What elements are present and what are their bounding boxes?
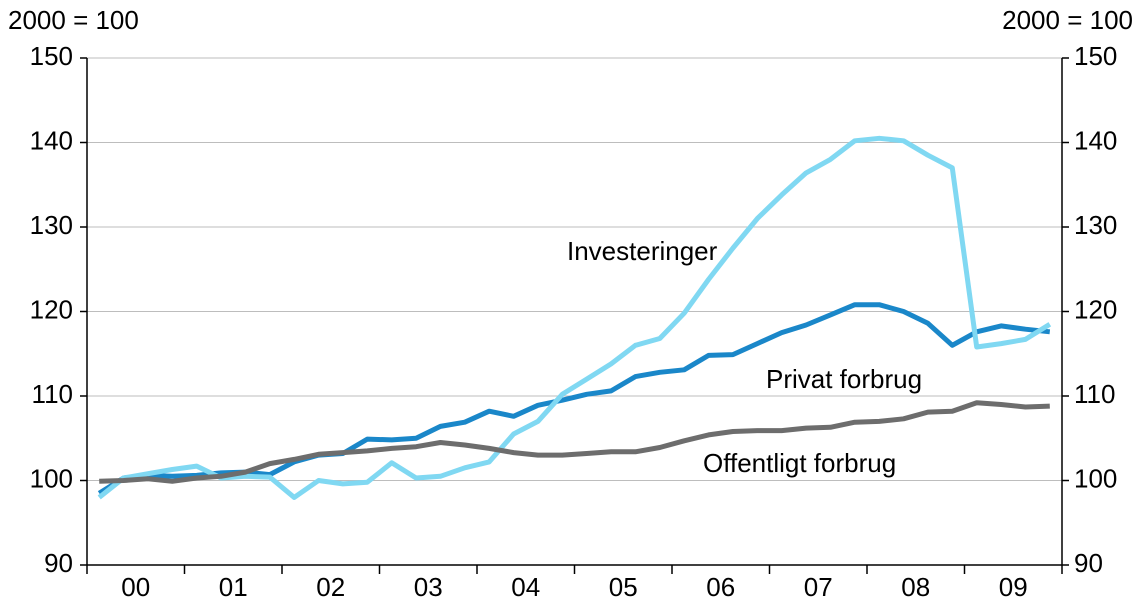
y-tick-label: 120 bbox=[30, 294, 73, 324]
y2-tick-label: 100 bbox=[1074, 463, 1117, 493]
x-tick-label: 02 bbox=[316, 572, 345, 602]
y2-axis-label: 2000 = 100 bbox=[1002, 5, 1133, 35]
x-tick-label: 08 bbox=[901, 572, 930, 602]
y-tick-label: 90 bbox=[44, 548, 73, 578]
y2-tick-label: 90 bbox=[1074, 548, 1103, 578]
y2-tick-label: 150 bbox=[1074, 41, 1117, 71]
y2-tick-label: 130 bbox=[1074, 210, 1117, 240]
y2-tick-label: 120 bbox=[1074, 294, 1117, 324]
y-tick-label: 140 bbox=[30, 125, 73, 155]
series-label: Investeringer bbox=[567, 236, 718, 266]
x-tick-label: 04 bbox=[511, 572, 540, 602]
x-tick-label: 06 bbox=[706, 572, 735, 602]
series-label: Privat forbrug bbox=[766, 364, 922, 394]
y-tick-label: 100 bbox=[30, 463, 73, 493]
x-tick-label: 03 bbox=[414, 572, 443, 602]
series-line bbox=[99, 400, 1050, 484]
series-line bbox=[97, 302, 1051, 496]
x-tick-label: 05 bbox=[609, 572, 638, 602]
series-label: Offentligt forbrug bbox=[703, 448, 896, 478]
y2-tick-label: 110 bbox=[1074, 379, 1115, 409]
y2-tick-label: 140 bbox=[1074, 125, 1117, 155]
x-tick-label: 09 bbox=[999, 572, 1028, 602]
y-tick-label: 130 bbox=[30, 210, 73, 240]
x-tick-label: 00 bbox=[121, 572, 150, 602]
y-axis-label: 2000 = 100 bbox=[8, 5, 139, 35]
x-tick-label: 07 bbox=[804, 572, 833, 602]
x-tick-label: 01 bbox=[219, 572, 248, 602]
y-tick-label: 150 bbox=[30, 41, 73, 71]
series-line bbox=[97, 135, 1052, 500]
y-tick-label: 110 bbox=[32, 379, 73, 409]
